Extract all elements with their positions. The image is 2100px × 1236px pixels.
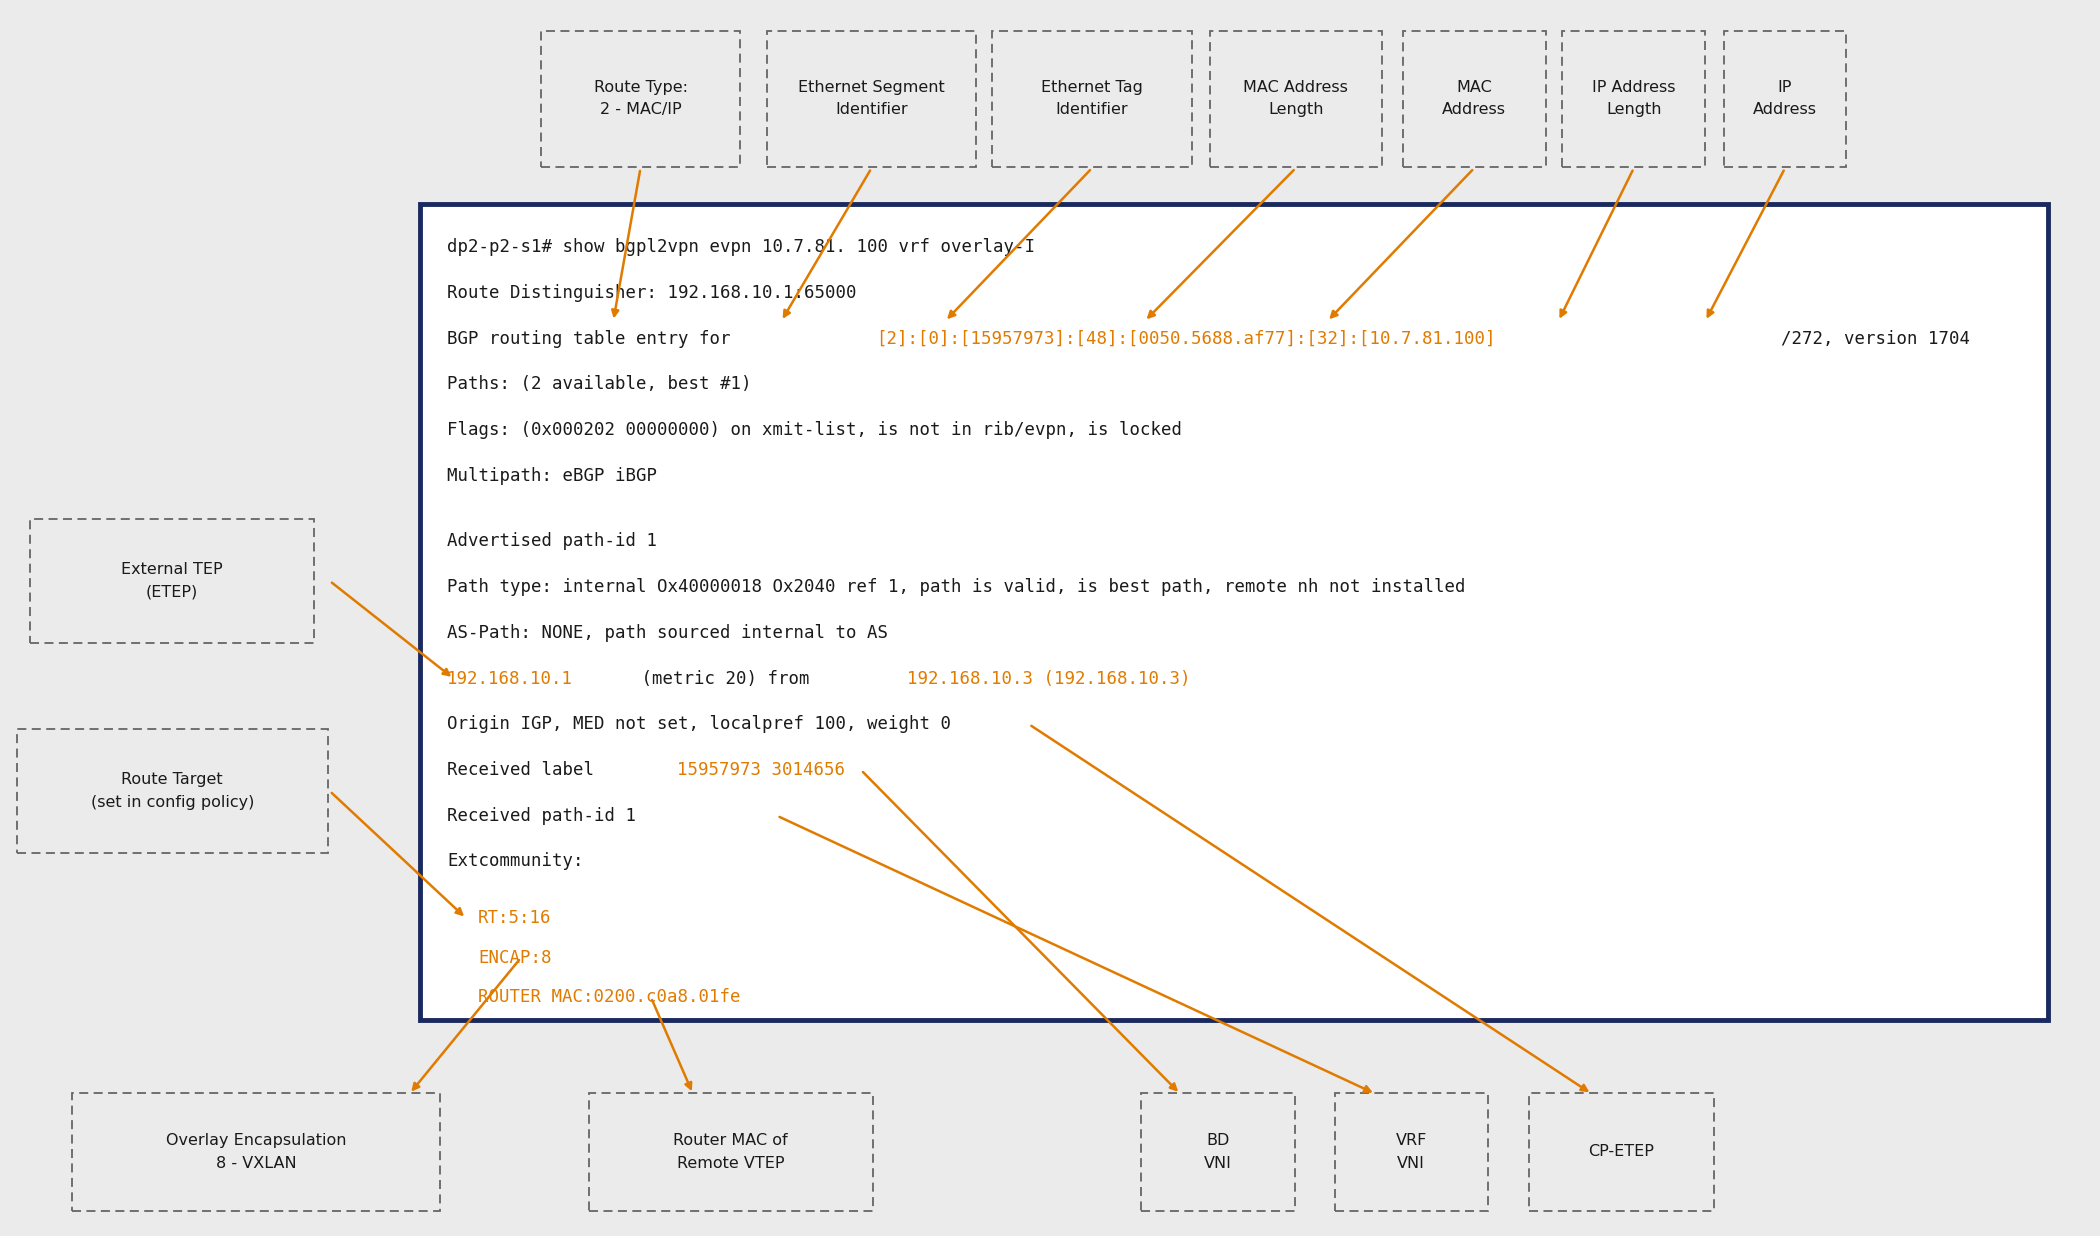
Text: Route Distinguisher: 192.168.10.1:65000: Route Distinguisher: 192.168.10.1:65000 <box>447 284 857 302</box>
Text: [2]:[0]:[15957973]:[48]:[0050.5688.af77]:[32]:[10.7.81.100]: [2]:[0]:[15957973]:[48]:[0050.5688.af77]… <box>876 330 1495 347</box>
FancyBboxPatch shape <box>1403 31 1546 167</box>
FancyBboxPatch shape <box>17 729 328 853</box>
FancyBboxPatch shape <box>1529 1094 1714 1211</box>
Text: Paths: (2 available, best #1): Paths: (2 available, best #1) <box>447 376 752 393</box>
Text: Multipath: eBGP iBGP: Multipath: eBGP iBGP <box>447 467 657 485</box>
Text: IP Address
Length: IP Address Length <box>1592 80 1676 117</box>
Text: Ethernet Tag
Identifier: Ethernet Tag Identifier <box>1042 80 1142 117</box>
Text: Origin IGP, MED not set, localpref 100, weight 0: Origin IGP, MED not set, localpref 100, … <box>447 716 951 733</box>
FancyBboxPatch shape <box>1724 31 1846 167</box>
FancyBboxPatch shape <box>29 519 315 643</box>
Text: /272, version 1704: /272, version 1704 <box>1781 330 1970 347</box>
Text: BD
VNI: BD VNI <box>1203 1133 1233 1170</box>
FancyBboxPatch shape <box>542 31 741 167</box>
Text: Received label: Received label <box>447 761 605 779</box>
Text: CP-ETEP: CP-ETEP <box>1588 1145 1655 1159</box>
Text: 192.168.10.1: 192.168.10.1 <box>447 670 573 687</box>
Text: Extcommunity:: Extcommunity: <box>447 853 584 870</box>
Text: Route Type:
2 - MAC/IP: Route Type: 2 - MAC/IP <box>594 80 687 117</box>
FancyBboxPatch shape <box>1142 1094 1294 1211</box>
Text: Ethernet Segment
Identifier: Ethernet Segment Identifier <box>798 80 945 117</box>
FancyBboxPatch shape <box>1562 31 1705 167</box>
FancyBboxPatch shape <box>993 31 1193 167</box>
FancyBboxPatch shape <box>766 31 976 167</box>
Text: BGP routing table entry for: BGP routing table entry for <box>447 330 741 347</box>
Text: ROUTER MAC:0200.c0a8.01fe: ROUTER MAC:0200.c0a8.01fe <box>479 989 741 1006</box>
FancyBboxPatch shape <box>1336 1094 1487 1211</box>
Text: (metric 20) from: (metric 20) from <box>632 670 821 687</box>
Text: 15957973 3014656: 15957973 3014656 <box>676 761 844 779</box>
Text: Received path-id 1: Received path-id 1 <box>447 807 636 824</box>
FancyBboxPatch shape <box>1210 31 1382 167</box>
Text: MAC
Address: MAC Address <box>1443 80 1506 117</box>
Text: 192.168.10.3 (192.168.10.3): 192.168.10.3 (192.168.10.3) <box>907 670 1191 687</box>
Text: Advertised path-id 1: Advertised path-id 1 <box>447 533 657 550</box>
FancyBboxPatch shape <box>71 1094 441 1211</box>
Text: Path type: internal Ox40000018 Ox2040 ref 1, path is valid, is best path, remote: Path type: internal Ox40000018 Ox2040 re… <box>447 578 1466 596</box>
Text: Overlay Encapsulation
8 - VXLAN: Overlay Encapsulation 8 - VXLAN <box>166 1133 346 1170</box>
Text: Router MAC of
Remote VTEP: Router MAC of Remote VTEP <box>674 1133 788 1170</box>
Text: MAC Address
Length: MAC Address Length <box>1243 80 1348 117</box>
Text: Flags: (0x000202 00000000) on xmit-list, is not in rib/evpn, is locked: Flags: (0x000202 00000000) on xmit-list,… <box>447 421 1182 439</box>
Text: AS-Path: NONE, path sourced internal to AS: AS-Path: NONE, path sourced internal to … <box>447 624 888 641</box>
Text: VRF
VNI: VRF VNI <box>1396 1133 1426 1170</box>
FancyBboxPatch shape <box>420 204 2047 1020</box>
Text: ENCAP:8: ENCAP:8 <box>479 949 552 967</box>
FancyBboxPatch shape <box>588 1094 874 1211</box>
Text: IP
Address: IP Address <box>1754 80 1816 117</box>
Text: RT:5:16: RT:5:16 <box>479 910 552 927</box>
Text: Route Target
(set in config policy): Route Target (set in config policy) <box>90 772 254 810</box>
Text: dp2-p2-s1# show bgpl2vpn evpn 10.7.81. 100 vrf overlay-I: dp2-p2-s1# show bgpl2vpn evpn 10.7.81. 1… <box>447 239 1035 256</box>
Text: External TEP
(ETEP): External TEP (ETEP) <box>122 562 223 599</box>
